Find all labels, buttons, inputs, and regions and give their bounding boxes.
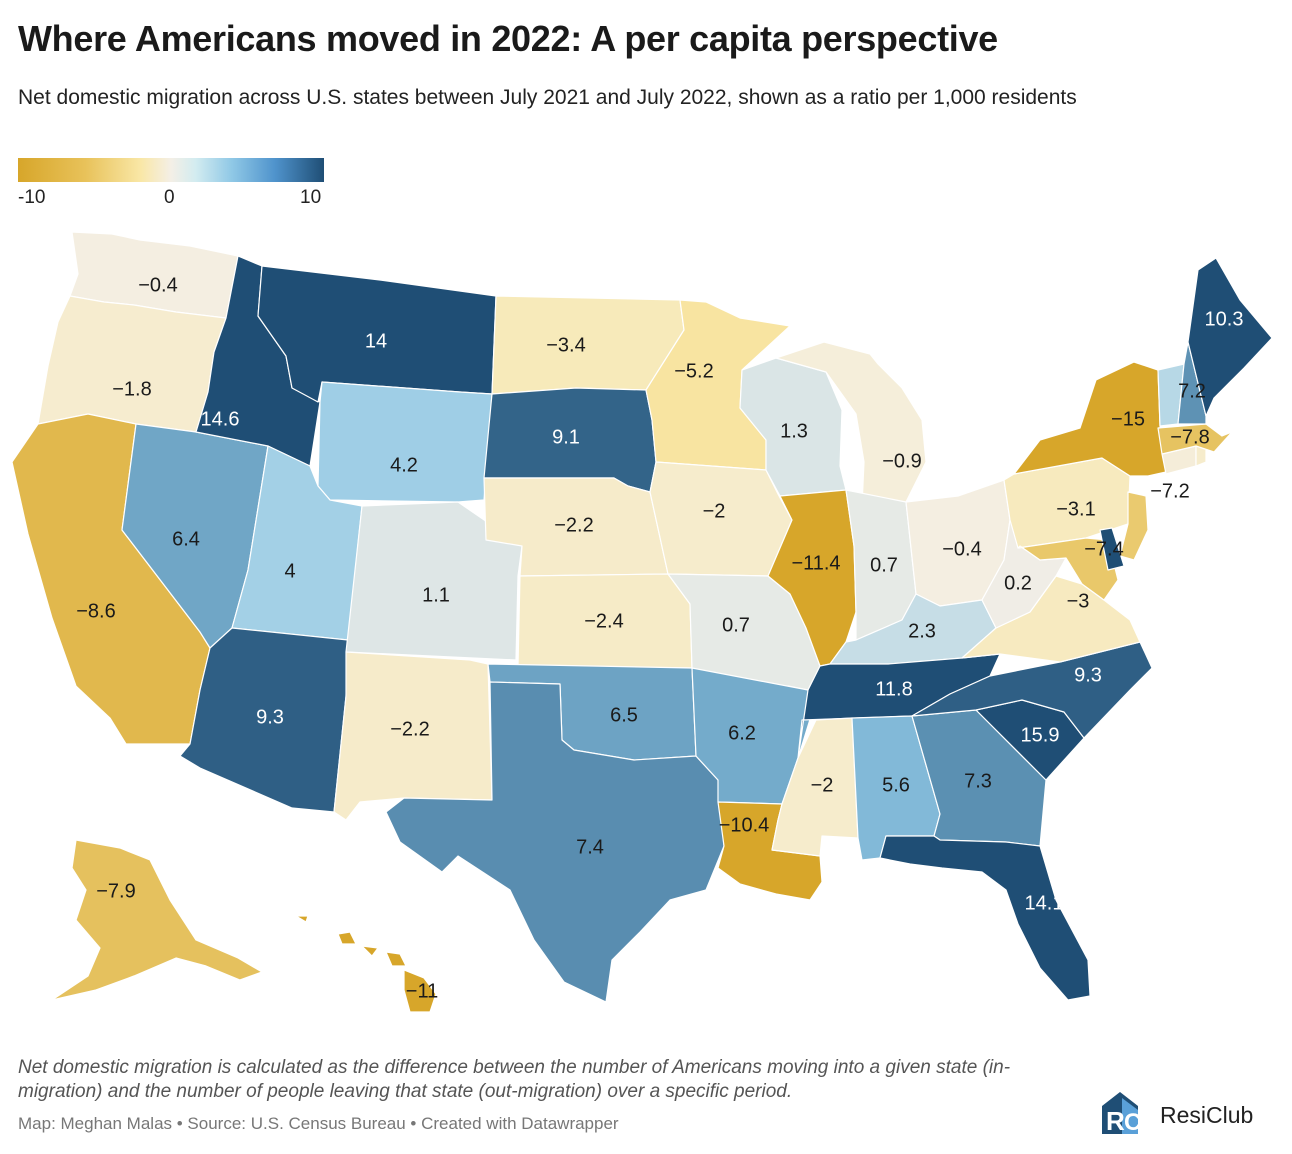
- footnote: Net domestic migration is calculated as …: [18, 1057, 1011, 1102]
- state-label-nd: −3.4: [546, 334, 585, 356]
- state-label-mi: −0.9: [882, 450, 921, 472]
- state-nm[interactable]: [333, 651, 493, 821]
- state-label-ar: 6.2: [728, 722, 756, 744]
- state-label-in: 0.7: [870, 554, 898, 576]
- state-label-al: 5.6: [882, 774, 910, 796]
- state-label-ne: −2.2: [554, 514, 593, 536]
- state-tn[interactable]: [797, 653, 1001, 759]
- state-md[interactable]: [1017, 537, 1119, 601]
- state-label-ok: 6.5: [610, 704, 638, 726]
- color-legend: -10 0 10: [18, 158, 324, 210]
- state-label-pa: −3.1: [1056, 498, 1095, 520]
- state-or[interactable]: [37, 295, 227, 433]
- state-label-tn: 11.8: [875, 678, 912, 700]
- state-ma[interactable]: [1157, 423, 1233, 455]
- state-label-nh: 7.2: [1178, 380, 1206, 402]
- source-credit: Map: Meghan Malas • Source: U.S. Census …: [18, 1114, 619, 1133]
- state-label-oh: −0.4: [942, 538, 981, 560]
- state-label-ut: 4: [284, 560, 295, 582]
- state-label-or: −1.8: [112, 378, 151, 400]
- chart-subtitle: Net domestic migration across U.S. state…: [18, 86, 1077, 109]
- brand-name: ResiClub: [1160, 1102, 1254, 1128]
- state-label-ga: 7.3: [964, 770, 992, 792]
- state-label-nm: −2.2: [390, 718, 429, 740]
- state-label-id: 14.6: [201, 408, 240, 430]
- state-label-sc: 15.9: [1021, 724, 1060, 746]
- state-fl[interactable]: [879, 835, 1091, 1001]
- state-label-sd: 9.1: [552, 426, 580, 448]
- state-label-tx: 7.4: [576, 836, 604, 858]
- legend-min-label: -10: [18, 187, 46, 208]
- brand-logo: R C ResiClub: [1098, 1088, 1278, 1136]
- state-label-ca: −8.6: [76, 600, 115, 622]
- state-label-mt: 14: [365, 330, 387, 352]
- state-wy[interactable]: [317, 381, 493, 503]
- legend-gradient-bar: [18, 158, 324, 182]
- state-label-ks: −2.4: [584, 610, 623, 632]
- state-label-wi: 1.3: [780, 420, 808, 442]
- state-label-fl: 14.1: [1025, 892, 1064, 914]
- us-choropleth-map: −0.4 −1.8 −8.6 6.4 14.6 14 4.2 4 9.3 1.1 −2.2 −3.4 9…: [0, 222, 1292, 1052]
- state-label-mo: 0.7: [722, 614, 750, 636]
- state-label-mn: −5.2: [674, 360, 713, 382]
- map-svg: −0.4 −1.8 −8.6 6.4 14.6 14 4.2 4 9.3 1.1 −2.2 −3.4 9…: [11, 231, 1273, 1013]
- state-label-la: −10.4: [719, 814, 770, 836]
- state-label-hi: −11: [406, 980, 438, 1002]
- state-label-ak: −7.9: [96, 880, 135, 902]
- state-label-va: −3: [1067, 590, 1090, 612]
- svg-text:C: C: [1124, 1109, 1141, 1136]
- state-nj[interactable]: [1119, 491, 1149, 561]
- state-label-nc: 9.3: [1074, 664, 1102, 686]
- state-label-il: −11.4: [791, 552, 840, 574]
- state-nc[interactable]: [911, 641, 1153, 739]
- state-label-nj: −7.2: [1150, 480, 1189, 502]
- resiclub-logo-icon: R C: [1102, 1092, 1141, 1136]
- state-label-me: 10.3: [1205, 308, 1244, 330]
- state-nh[interactable]: [1177, 341, 1207, 425]
- state-label-wv: 0.2: [1004, 572, 1032, 594]
- state-label-md: −7.4: [1084, 538, 1123, 560]
- legend-max-label: 10: [300, 187, 322, 208]
- legend-mid-label: 0: [164, 187, 175, 208]
- state-label-ia: −2: [703, 500, 726, 522]
- state-hi[interactable]: [295, 915, 437, 1013]
- state-de[interactable]: [1099, 527, 1125, 571]
- state-mi[interactable]: [775, 341, 927, 507]
- state-label-ky: 2.3: [908, 620, 936, 642]
- state-label-co: 1.1: [422, 584, 450, 606]
- state-me[interactable]: [1187, 257, 1273, 417]
- state-label-nv: 6.4: [172, 528, 200, 550]
- state-label-az: 9.3: [256, 706, 284, 728]
- state-label-ny: −15: [1111, 408, 1145, 430]
- labels-layer: −0.4 −1.8 −8.6 6.4 14.6 14 4.2 4 9.3 1.1 −2.2 −3.4 9…: [76, 274, 1243, 1002]
- states-layer: [11, 231, 1273, 1013]
- state-ak[interactable]: [51, 839, 263, 1001]
- state-label-ms: −2: [811, 774, 834, 796]
- state-label-wa: −0.4: [138, 274, 177, 296]
- state-label-ma: −7.8: [1170, 426, 1209, 448]
- state-tx[interactable]: [385, 681, 725, 1003]
- state-ms[interactable]: [771, 717, 859, 857]
- chart-title: Where Americans moved in 2022: A per cap…: [18, 18, 998, 59]
- svg-text:R: R: [1106, 1106, 1125, 1136]
- state-label-wy: 4.2: [390, 454, 418, 476]
